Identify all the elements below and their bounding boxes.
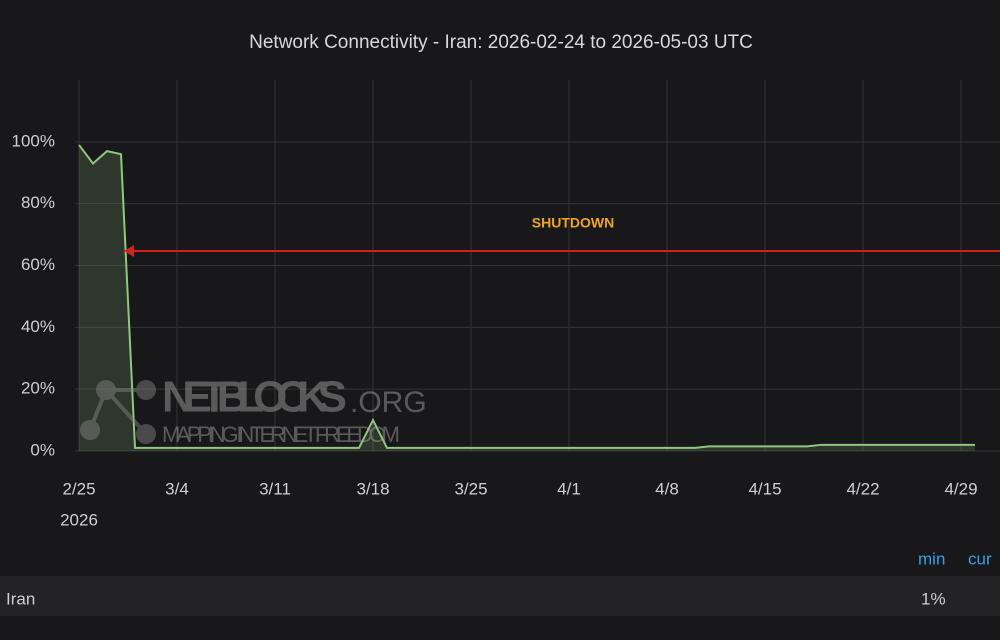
- watermark-name: NETBLOCKS: [162, 373, 347, 422]
- x-tick-label: 4/29: [944, 479, 977, 498]
- x-tick-label: 4/22: [846, 479, 879, 498]
- legend-row-bg: [0, 576, 1000, 616]
- x-tick-label: 2/25: [62, 479, 95, 498]
- logo-dot: [136, 424, 156, 444]
- legend-min: 1%: [921, 589, 946, 608]
- x-tick-label: 4/1: [557, 479, 581, 498]
- watermark-tagline: MAPPING INTERNET FREEDOM: [162, 422, 400, 447]
- annotation-label: SHUTDOWN: [532, 215, 614, 231]
- legend-series-name[interactable]: Iran: [6, 589, 35, 608]
- y-tick-label: 0%: [30, 440, 55, 459]
- watermark-suffix: .ORG: [350, 386, 427, 419]
- logo-dot: [80, 420, 100, 440]
- logo-dot: [96, 380, 116, 400]
- legend-header: cur: [968, 549, 992, 568]
- x-tick-label: 3/4: [165, 479, 189, 498]
- y-tick-label: 20%: [21, 379, 55, 398]
- y-tick-label: 80%: [21, 193, 55, 212]
- watermark: NETBLOCKS .ORG MAPPING INTERNET FREEDOM: [80, 373, 427, 447]
- x-tick-label: 3/11: [259, 479, 291, 498]
- y-tick-label: 60%: [21, 255, 55, 274]
- x-tick-label: 4/8: [655, 479, 679, 498]
- y-tick-label: 100%: [12, 131, 55, 150]
- annotation-arrowhead: [124, 245, 134, 257]
- y-tick-label: 40%: [21, 317, 55, 336]
- chart-title: Network Connectivity - Iran: 2026-02-24 …: [249, 32, 753, 53]
- x-year-label: 2026: [60, 510, 98, 529]
- legend-header: min: [918, 549, 945, 568]
- logo-dot: [136, 380, 156, 400]
- x-tick-label: 4/15: [748, 479, 781, 498]
- series-line: [78, 144, 975, 449]
- logo-lines: [88, 388, 148, 436]
- x-tick-label: 3/18: [356, 479, 389, 498]
- x-tick-label: 3/25: [454, 479, 487, 498]
